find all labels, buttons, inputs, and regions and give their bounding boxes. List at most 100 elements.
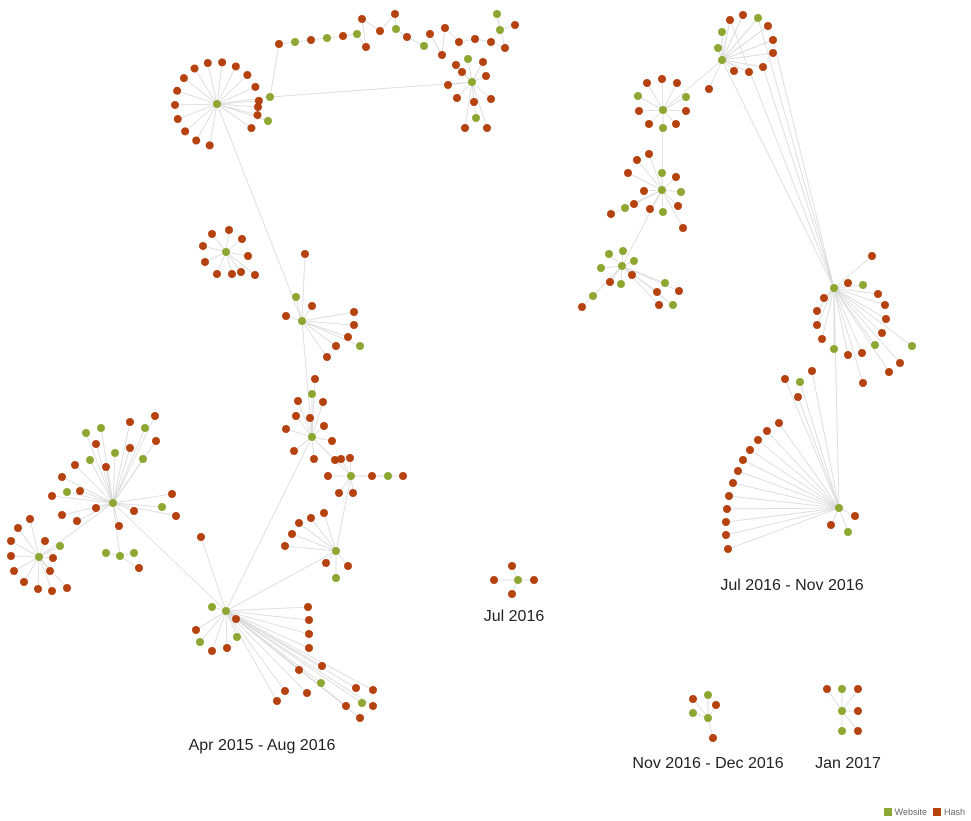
website-node-283: [838, 707, 846, 715]
edge-201: [638, 109, 664, 112]
edge-169: [225, 610, 374, 691]
edge-1: [195, 103, 218, 141]
hash-node-219: [679, 224, 687, 232]
edge-195: [662, 82, 678, 111]
edge-257: [721, 17, 759, 61]
hash-node-284: [823, 685, 831, 693]
hash-node-55: [452, 61, 460, 69]
hash-node-267: [734, 467, 742, 475]
edge-267: [729, 19, 835, 289]
edge-122: [61, 502, 114, 516]
edge-64: [225, 251, 256, 276]
edge-206: [627, 172, 663, 191]
website-node-161: [196, 638, 204, 646]
edge-142: [310, 517, 337, 552]
hash-node-137: [34, 585, 42, 593]
website-node-279: [704, 691, 712, 699]
edge-203: [662, 59, 723, 111]
edge-49: [471, 81, 492, 100]
hash-node-138: [48, 587, 56, 595]
hash-node-51: [487, 95, 495, 103]
hash-node-258: [808, 367, 816, 375]
edge-202: [637, 95, 664, 111]
hash-node-96: [349, 489, 357, 497]
hash-node-75: [350, 321, 358, 329]
hash-node-192: [759, 63, 767, 71]
edge-252: [833, 287, 864, 384]
edge-127: [10, 555, 40, 558]
website-node-200: [682, 93, 690, 101]
hash-swatch: [932, 808, 941, 816]
website-node-116: [63, 488, 71, 496]
hash-node-176: [369, 702, 377, 710]
edge-81: [295, 415, 313, 438]
hash-node-94: [324, 472, 332, 480]
edge-170: [225, 610, 363, 704]
website-node-30: [392, 25, 400, 33]
hash-node-210: [624, 169, 632, 177]
hash-node-95: [335, 489, 343, 497]
hash-node-66: [251, 271, 259, 279]
website-node-140: [116, 552, 124, 560]
website-node-133: [56, 542, 64, 550]
edge-227: [581, 265, 623, 308]
hash-node-264: [754, 436, 762, 444]
edge-193: [646, 82, 664, 111]
hash-node-49: [453, 94, 461, 102]
website-node-203: [659, 124, 667, 132]
hash-node-149: [281, 542, 289, 550]
edge-11: [216, 74, 248, 105]
website-node-43: [468, 78, 476, 86]
edge-270: [784, 378, 840, 509]
hash-node-65: [199, 242, 207, 250]
hash-node-22: [307, 36, 315, 44]
hash-node-182: [508, 590, 516, 598]
hash-node-82: [319, 398, 327, 406]
hash-node-46: [482, 72, 490, 80]
cluster-label-jul2016: Jul 2016: [484, 608, 545, 625]
edge-19: [269, 43, 280, 98]
hash-node-234: [653, 288, 661, 296]
hash-node-146: [307, 514, 315, 522]
website-node-188: [754, 14, 762, 22]
edge-238: [833, 287, 886, 306]
website-node-23: [323, 34, 331, 42]
edge-256: [721, 14, 744, 61]
edge-245: [821, 287, 835, 340]
cluster-label-jul2016-nov2016: Jul 2016 - Nov 2016: [720, 577, 863, 594]
edge-66: [301, 253, 306, 322]
hash-node-79: [311, 375, 319, 383]
edge-108: [89, 459, 114, 504]
hash-node-42: [511, 21, 519, 29]
hash-node-231: [578, 303, 586, 311]
hash-node-114: [58, 473, 66, 481]
edge-3: [177, 103, 218, 120]
edge-9: [216, 62, 223, 105]
hash-node-2: [192, 136, 201, 145]
edge-133: [37, 556, 40, 590]
edge-158: [225, 606, 309, 612]
edge-112: [79, 490, 114, 504]
edge-293: [826, 688, 843, 712]
hash-node-122: [172, 512, 180, 520]
edge-280: [726, 507, 840, 510]
edge-251: [833, 287, 890, 373]
website-node-212: [677, 188, 685, 196]
hash-node-254: [896, 359, 904, 367]
website-node-236: [669, 301, 677, 309]
legend-website-label: Website: [894, 807, 927, 817]
hash-node-29: [391, 10, 399, 18]
hash-node-71: [282, 312, 290, 320]
website-node-91: [347, 472, 355, 480]
edge-174: [225, 436, 313, 612]
hash-node-128: [26, 515, 34, 523]
website-node-281: [689, 709, 697, 717]
edge-132: [23, 556, 40, 583]
legend: Website Hash: [883, 807, 965, 817]
edge-266: [762, 66, 835, 289]
hash-node-186: [726, 16, 734, 24]
hash-node-243: [882, 315, 890, 323]
edge-246: [816, 287, 835, 326]
website-node-158: [233, 633, 241, 641]
website-node-185: [718, 28, 726, 36]
